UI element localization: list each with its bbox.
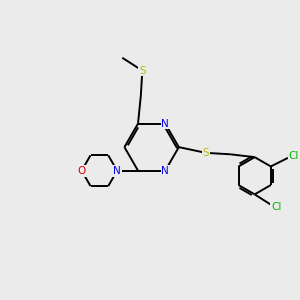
Text: O: O xyxy=(77,166,86,176)
Text: N: N xyxy=(113,166,121,176)
Text: Cl: Cl xyxy=(289,151,299,160)
Text: Cl: Cl xyxy=(271,202,281,212)
Text: S: S xyxy=(203,148,209,158)
Text: N: N xyxy=(161,166,169,176)
Text: S: S xyxy=(139,66,146,76)
Text: N: N xyxy=(161,118,169,129)
